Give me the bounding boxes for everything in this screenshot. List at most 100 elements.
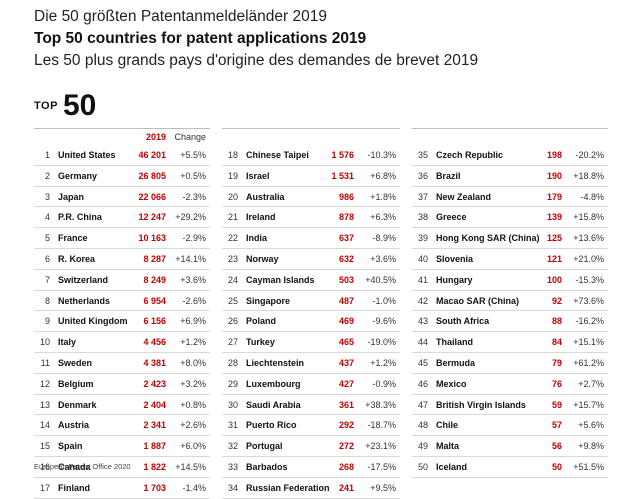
rank-number: 2 [44,170,50,181]
applications-value: 8 287 [143,253,166,264]
country-name: Czech Republic [436,150,504,160]
applications-value: 26 805 [138,170,166,181]
change-percent: -1.4% [182,482,206,493]
country-name: Spain [58,441,83,452]
applications-value: 22 066 [138,191,166,202]
change-percent: +21.0% [573,253,604,264]
table-row: 42 Macao SAR (China) 92 +73.6% [412,291,608,312]
country-name: Liechtenstein [246,357,305,368]
applications-value: 100 [546,274,562,285]
table-row: 9 United Kingdom 6 156 +6.9% [34,311,210,333]
rank-number: 44 [417,337,428,348]
rank-number: 47 [417,399,428,410]
rank-number: 48 [417,420,428,431]
applications-value: 179 [546,191,562,202]
applications-value: 465 [338,337,354,348]
table-row: 46 Mexico 76 +2.7% [412,374,608,395]
table-row: 44 Thailand 84 +15.1% [412,332,608,353]
country-name: Denmark [58,399,97,410]
change-percent: +5.5% [180,150,206,160]
applications-value: 292 [338,420,354,431]
change-percent: +14.1% [175,253,206,264]
change-percent: -20.2% [575,150,604,160]
change-percent: +0.5% [180,170,206,181]
country-name: Japan [58,191,85,202]
country-name: British Virgin Islands [436,399,526,410]
applications-value: 2 341 [143,420,166,431]
source-footer: European Patent Office 2020 [34,462,131,471]
title-german: Die 50 größten Patentanmeldeländer 2019 [34,8,327,25]
change-percent: +61.2% [573,357,604,368]
applications-value: 50 [551,461,562,472]
ranking-column-3: 35 Czech Republic 198 -20.2% 36 Brazil 190 +18.… [412,128,608,478]
rank-number: 27 [227,337,238,348]
rank-number: 22 [227,233,238,244]
rank-number: 1 [44,150,50,160]
rank-number: 42 [417,295,428,306]
applications-value: 121 [546,253,562,264]
change-percent: +14.5% [175,461,206,472]
country-name: Russian Federation [246,482,330,493]
applications-value: 268 [338,461,354,472]
change-percent: +15.8% [573,212,604,223]
table-row: 13 Denmark 2 404 +0.8% [34,395,210,416]
table-row: 22 India 637 -8.9% [222,228,400,249]
rank-number: 41 [417,274,428,285]
table-row: 49 Malta 56 +9.8% [412,436,608,457]
change-percent: -17.5% [367,461,396,472]
country-name: Portugal [246,441,283,452]
table-row: 19 Israel 1 531 +6.8% [222,166,400,187]
change-percent: -18.7% [367,420,396,431]
applications-value: 198 [546,150,562,160]
rank-number: 24 [227,274,238,285]
applications-value: 241 [338,482,354,493]
table-row: 18 Chinese Taipei 1 576 -10.3% [222,145,400,166]
country-name: United Kingdom [58,316,128,327]
table-row: 26 Poland 469 -9.6% [222,311,400,333]
country-name: Netherlands [58,295,111,306]
title-block: Die 50 größten Patentanmeldeländer 2019 … [34,6,478,72]
table-row: 32 Portugal 272 +23.1% [222,436,400,457]
change-percent: +1.2% [370,357,396,368]
change-percent: +9.5% [370,482,396,493]
applications-value: 190 [546,170,562,181]
country-name: Singapore [246,295,291,306]
change-percent: +6.3% [370,212,396,223]
table-row: 33 Barbados 268 -17.5% [222,457,400,478]
rank-number: 12 [39,378,50,389]
applications-value: 92 [551,295,562,306]
applications-value: 2 423 [143,378,166,389]
table-row: 6 R. Korea 8 287 +14.1% [34,249,210,270]
applications-value: 2 404 [143,399,166,410]
change-percent: +6.0% [180,441,206,452]
table-row: 4 P.R. China 12 247 +29.2% [34,207,210,229]
change-percent: +1.2% [180,337,206,348]
table-row: 12 Belgium 2 423 +3.2% [34,374,210,395]
change-percent: +15.7% [573,399,604,410]
country-name: Chile [436,420,459,431]
rank-number: 40 [417,253,428,264]
rank-number: 39 [417,233,428,244]
rank-number: 30 [227,399,238,410]
rank-number: 16 [39,461,50,472]
country-name: Greece [436,212,467,223]
rank-number: 50 [417,461,428,472]
rank-number: 14 [39,420,50,431]
applications-value: 1 531 [331,170,354,181]
change-percent: -2.3% [182,191,206,202]
country-name: Slovenia [436,253,474,264]
table-row: 29 Luxembourg 427 -0.9% [222,374,400,395]
rank-number: 28 [227,357,238,368]
change-percent: +1.8% [370,191,396,202]
rank-number: 34 [227,482,238,493]
change-percent: +6.8% [370,170,396,181]
applications-value: 88 [551,316,562,327]
change-percent: -0.9% [372,378,396,389]
table-row: 31 Puerto Rico 292 -18.7% [222,415,400,437]
applications-value: 6 156 [143,316,166,327]
rank-number: 38 [417,212,428,223]
table-row: 47 British Virgin Islands 59 +15.7% [412,395,608,416]
country-name: Hungary [436,274,473,285]
table-row: 23 Norway 632 +3.6% [222,249,400,270]
applications-value: 1 822 [143,461,166,472]
